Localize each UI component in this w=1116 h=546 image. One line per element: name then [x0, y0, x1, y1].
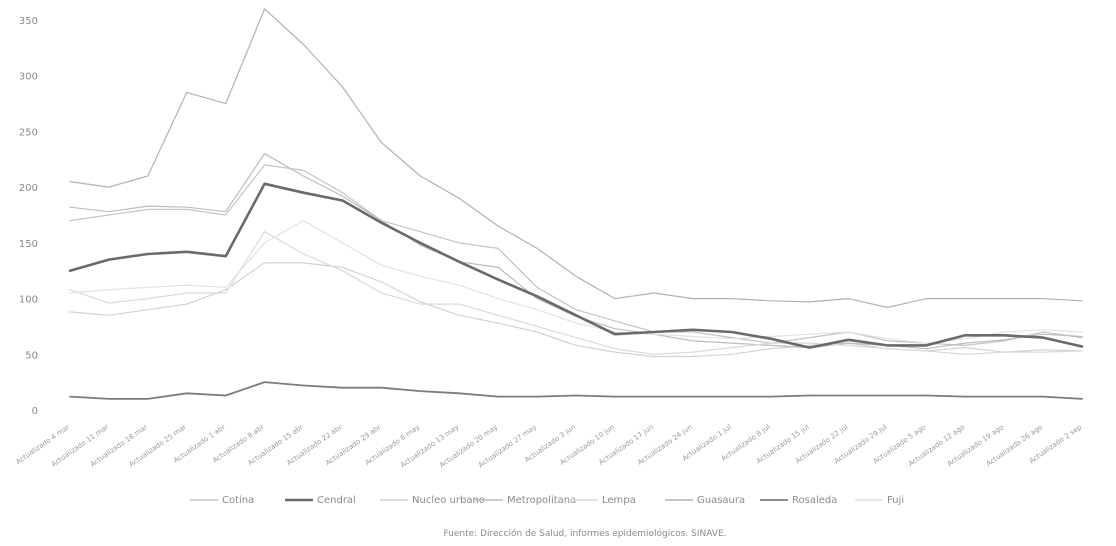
- legend: Cotina Cendral Nucleo urbano Metropolitana L…: [190, 495, 904, 506]
- y-tick-label: 250: [19, 127, 38, 138]
- series-line: [69, 220, 1083, 344]
- y-tick-label: 300: [19, 72, 38, 83]
- y-tick-label: 150: [19, 239, 38, 250]
- y-tick-label: 200: [19, 183, 38, 194]
- legend-label: Nucleo urbano: [412, 495, 485, 506]
- legend-label: Cotina: [222, 495, 254, 506]
- legend-label: Metropolitana: [507, 495, 576, 506]
- legend-label: Guasaura: [697, 495, 745, 506]
- series-line: [69, 164, 1083, 346]
- series-line: [69, 8, 1083, 309]
- legend-label: Fuji: [887, 495, 904, 506]
- plot-area: [68, 8, 1084, 400]
- series-line: [69, 381, 1083, 400]
- y-tick-label: 350: [19, 16, 38, 27]
- legend-label: Cendral: [317, 495, 356, 506]
- series-line: [68, 182, 1084, 349]
- y-tick-label: 50: [25, 350, 38, 361]
- y-axis: 0 50 100 150 200 250 300 350: [19, 16, 38, 417]
- y-tick-label: 0: [32, 406, 38, 417]
- legend-label: Lempa: [602, 495, 636, 506]
- series-line: [69, 231, 1083, 355]
- y-tick-label: 100: [19, 295, 38, 306]
- source-note: Fuente: Dirección de Salud, informes epi…: [443, 528, 726, 539]
- legend-label: Rosaleda: [792, 495, 837, 506]
- series-line: [69, 153, 1083, 350]
